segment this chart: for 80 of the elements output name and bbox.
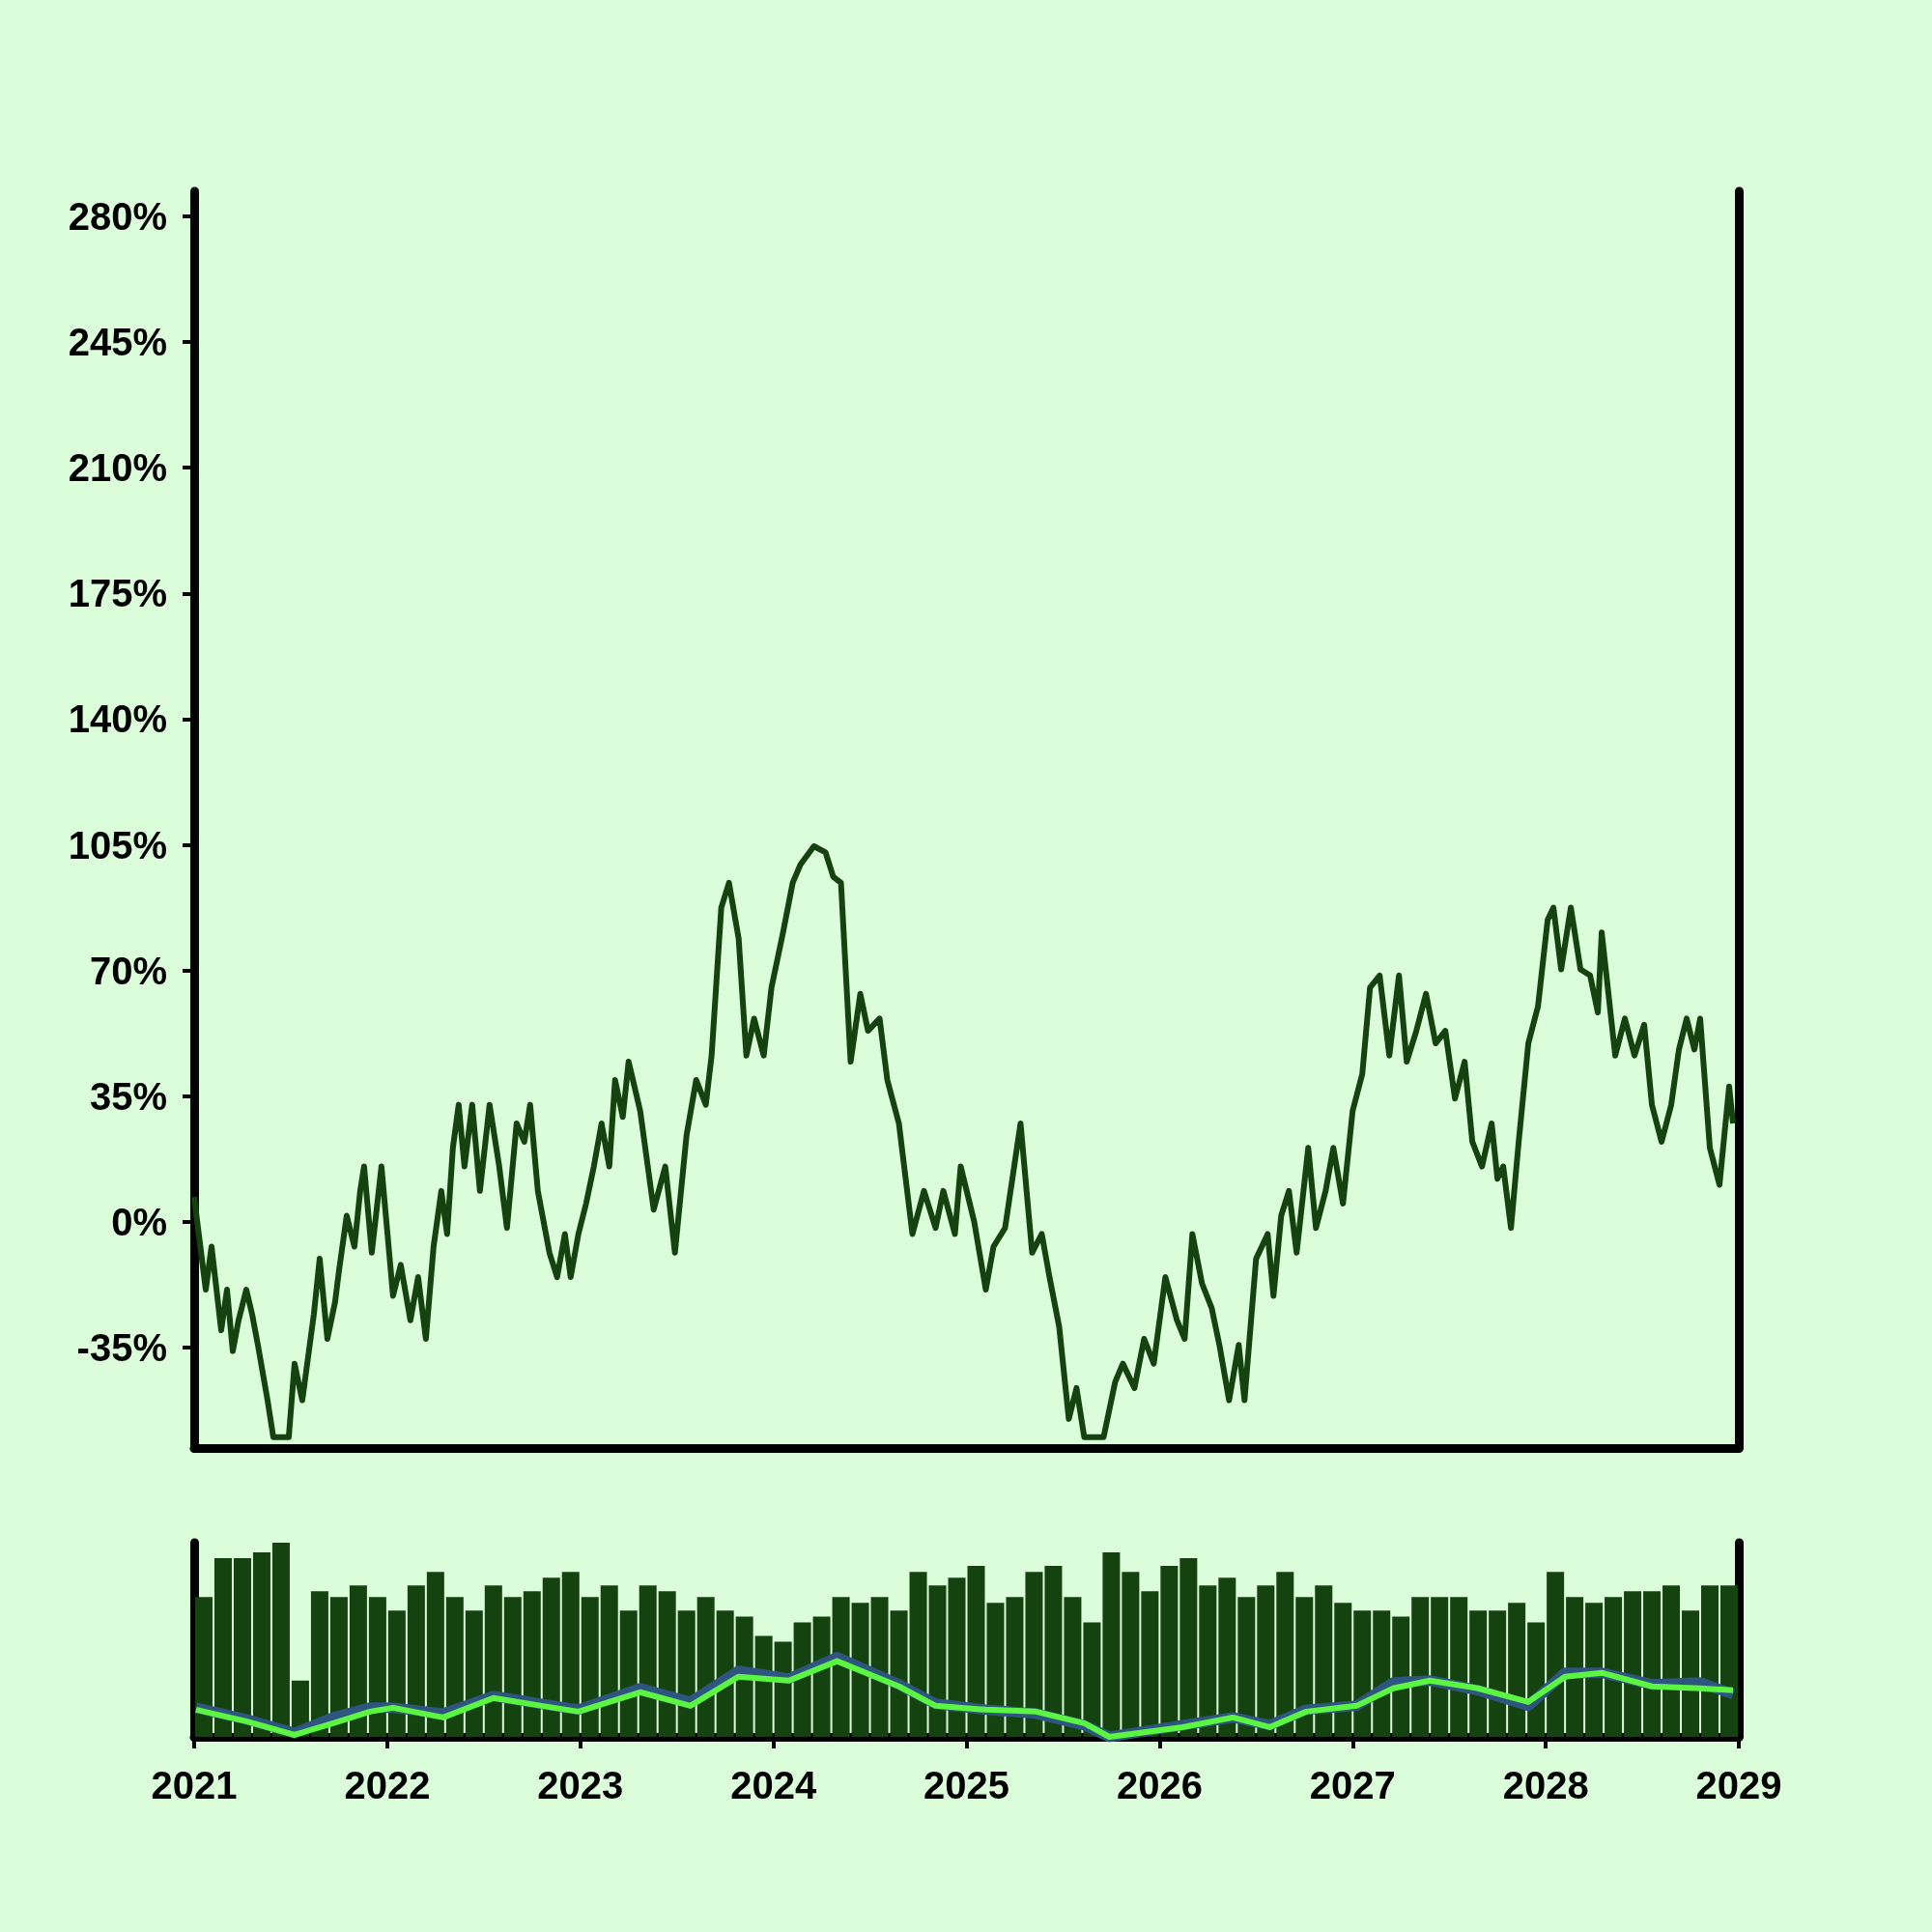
bar (310, 1591, 328, 1737)
bar (329, 1597, 348, 1737)
bar (1315, 1585, 1333, 1737)
bar (1276, 1572, 1294, 1737)
bar (1469, 1610, 1488, 1737)
bar (1566, 1597, 1584, 1737)
bar (658, 1591, 676, 1737)
bar (542, 1577, 560, 1737)
bar (696, 1597, 715, 1737)
bar (233, 1558, 251, 1737)
bar (1624, 1591, 1642, 1737)
bar (465, 1610, 483, 1737)
bar (639, 1585, 657, 1737)
y-tick-label: 210% (68, 446, 167, 490)
bar (909, 1572, 927, 1737)
bar (619, 1610, 638, 1737)
bar (387, 1610, 406, 1737)
bar (986, 1603, 1005, 1737)
bar (1353, 1610, 1372, 1737)
bar (561, 1572, 580, 1737)
x-tick-label: 2026 (1116, 1764, 1203, 1806)
bar (1006, 1597, 1024, 1737)
x-tick-label: 2024 (730, 1764, 817, 1806)
x-tick-label: 2021 (151, 1764, 238, 1806)
y-tick-label: 245% (68, 321, 167, 364)
x-tick-label: 2023 (537, 1764, 624, 1806)
bar (1547, 1572, 1565, 1737)
bar (1179, 1558, 1198, 1737)
bar (1295, 1597, 1314, 1737)
y-tick-label: -35% (76, 1325, 167, 1369)
y-tick-label: 280% (68, 195, 167, 239)
bar (928, 1585, 947, 1737)
y-tick-label: 35% (89, 1074, 167, 1118)
bar (1701, 1585, 1719, 1737)
bar (1450, 1597, 1468, 1737)
x-tick-label: 2029 (1695, 1764, 1782, 1806)
bar (890, 1610, 908, 1737)
bar (1044, 1566, 1063, 1737)
x-tick-label: 2028 (1502, 1764, 1589, 1806)
bar (1064, 1597, 1082, 1737)
x-tick-label: 2027 (1309, 1764, 1396, 1806)
bar (1141, 1591, 1159, 1737)
bar (503, 1597, 522, 1737)
bar (870, 1597, 889, 1737)
bar (1662, 1585, 1681, 1737)
bar (426, 1572, 444, 1737)
x-tick-label: 2022 (344, 1764, 431, 1806)
y-tick-label: 140% (68, 697, 167, 741)
bar (368, 1597, 386, 1737)
y-tick-label: 175% (68, 572, 167, 615)
bar (1411, 1597, 1430, 1737)
bar (1257, 1585, 1275, 1737)
bar (600, 1585, 618, 1737)
bar (407, 1585, 425, 1737)
y-tick-label: 105% (68, 823, 167, 867)
bar (271, 1543, 290, 1737)
bar (581, 1597, 599, 1737)
bar (851, 1603, 869, 1737)
bar (1218, 1577, 1236, 1737)
bar (1025, 1572, 1043, 1737)
y-tick-label: 70% (89, 949, 167, 992)
bar (1643, 1591, 1662, 1737)
bar (1489, 1610, 1507, 1737)
y-tick-label: 0% (111, 1200, 167, 1243)
bar (445, 1597, 464, 1737)
bar (1508, 1603, 1526, 1737)
bar (1431, 1597, 1449, 1737)
bar (252, 1552, 270, 1737)
bar (1605, 1597, 1623, 1737)
bar (1237, 1597, 1256, 1737)
bar (213, 1558, 232, 1737)
x-tick-label: 2025 (923, 1764, 1009, 1806)
bar (484, 1585, 502, 1737)
bar (523, 1591, 541, 1737)
bar (1199, 1585, 1217, 1737)
bar (832, 1597, 850, 1737)
bar (1334, 1603, 1352, 1737)
bar (1160, 1566, 1179, 1737)
bar (349, 1585, 367, 1737)
bar (1585, 1603, 1604, 1737)
